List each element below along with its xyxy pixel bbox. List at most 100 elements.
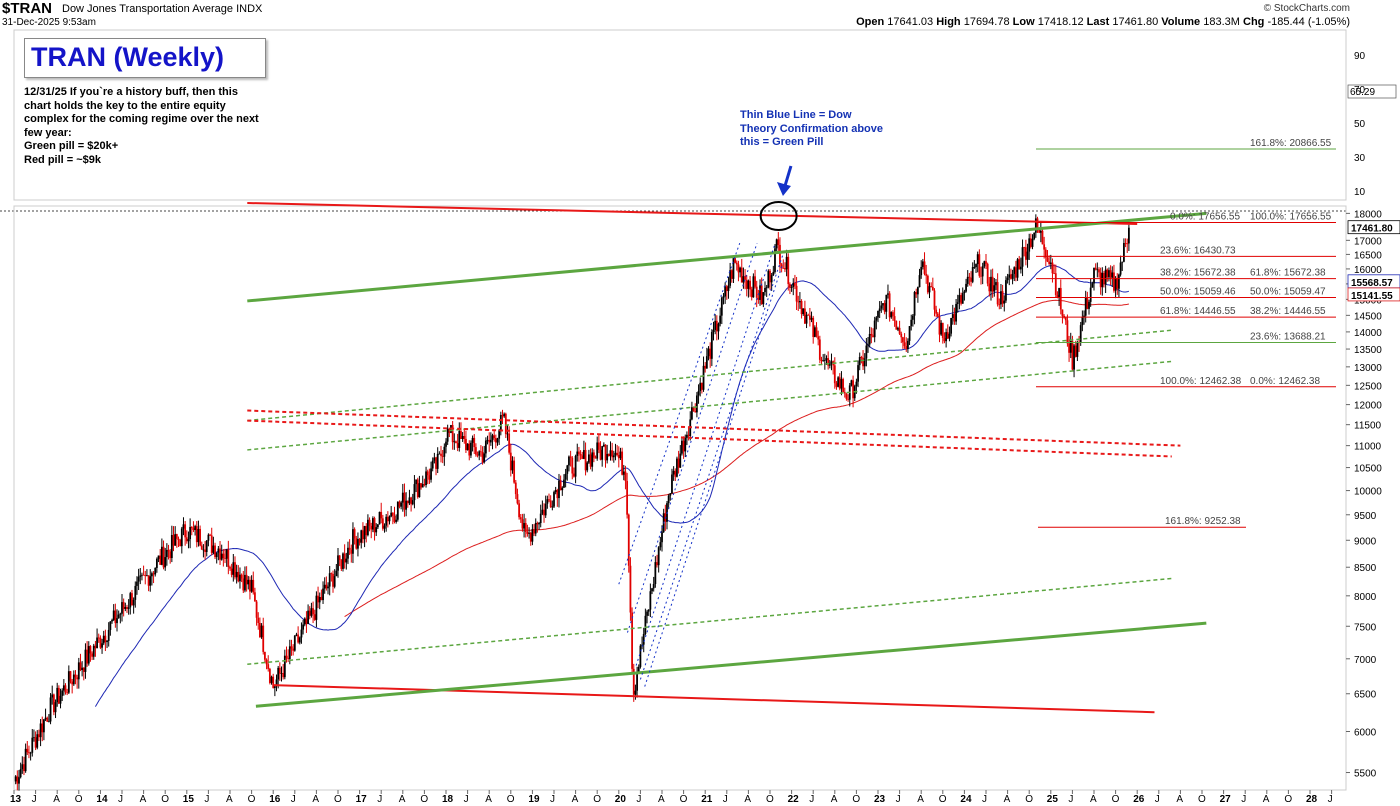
candle-body [136, 581, 138, 586]
candle-body [621, 451, 624, 475]
candle-body [709, 348, 712, 359]
candle-body [1114, 277, 1117, 291]
candle-body [327, 586, 329, 589]
y-tick-label: 14000 [1354, 328, 1382, 339]
candle-body [581, 455, 584, 459]
candle-body [252, 579, 255, 593]
candle-body [805, 314, 808, 324]
candle-body [890, 312, 893, 318]
candle-body [195, 526, 198, 543]
candle-body [1081, 317, 1084, 326]
candle-body [229, 567, 231, 569]
candle-body [411, 500, 414, 505]
candle-body [204, 549, 206, 552]
y-tick-label: 5500 [1354, 769, 1377, 780]
candle-body [762, 292, 765, 305]
candle-body [946, 332, 949, 339]
candle-body [415, 479, 417, 485]
candle-body [215, 552, 218, 558]
candle-body [752, 276, 755, 298]
candle-body [597, 442, 600, 450]
candle-body [900, 333, 903, 338]
candle-body [840, 379, 843, 389]
rsi-tick-label: 10 [1354, 187, 1366, 198]
x-tick-label: A [399, 794, 406, 805]
candle-body [1028, 238, 1031, 252]
candle-body [684, 437, 687, 452]
candle-body [536, 522, 539, 525]
candle-body [764, 287, 766, 293]
candle-body [38, 734, 40, 738]
candle-body [144, 575, 147, 577]
candle-body [347, 547, 349, 559]
candle-body [433, 457, 436, 461]
candle-body [308, 610, 311, 616]
annotation-line: this = Green Pill [740, 136, 824, 148]
candle-body [378, 511, 381, 525]
candle-body [877, 311, 879, 318]
candle-body [189, 526, 192, 540]
candle-body [1093, 267, 1095, 284]
x-tick-label: 13 [10, 794, 22, 805]
ma-200-value-label: 15141.55 [1351, 291, 1393, 302]
candle-body [975, 264, 977, 268]
candle-body [157, 555, 160, 559]
candle-body [742, 276, 745, 283]
candle-body [928, 286, 931, 293]
candle-body [1061, 309, 1064, 317]
candle-body [368, 519, 371, 526]
x-tick-label: O [766, 794, 774, 805]
candle-body [958, 295, 961, 303]
note-line: few year: [24, 126, 72, 139]
candle-body [519, 517, 522, 520]
candle-body [332, 573, 334, 587]
candle-body [410, 497, 413, 505]
candle-body [1089, 287, 1092, 302]
candle-body [578, 451, 580, 455]
candle-body [697, 391, 700, 396]
candle-body [516, 494, 519, 504]
candle-body [257, 617, 260, 624]
candle-body [425, 471, 427, 486]
candle-body [1018, 259, 1021, 270]
candle-body [1109, 270, 1112, 278]
candle-body [165, 549, 168, 558]
candle-body [69, 671, 72, 682]
x-tick-label: J [1068, 794, 1073, 805]
candle-body [548, 499, 550, 501]
candle-body [905, 346, 908, 349]
candle-body [544, 503, 547, 516]
candle-body [263, 651, 266, 660]
candle-body [895, 320, 898, 330]
candle-body [538, 523, 540, 525]
candle-body [717, 323, 720, 332]
candle-body [1058, 288, 1061, 298]
candle-body [126, 606, 128, 609]
candle-body [185, 537, 188, 542]
candle-body [779, 244, 781, 265]
candle-body [486, 439, 489, 441]
y-tick-label: 10500 [1354, 464, 1382, 475]
y-tick-label: 16500 [1354, 250, 1382, 261]
candle-body [770, 275, 773, 283]
candle-body [797, 301, 800, 303]
candle-body [114, 610, 117, 624]
candle-body [468, 443, 471, 456]
rsi-value-label: 65.29 [1350, 87, 1375, 98]
x-tick-label: A [485, 794, 492, 805]
candle-body [484, 440, 487, 454]
candle-body [870, 333, 873, 336]
candle-body [1121, 261, 1124, 263]
candle-body [82, 667, 85, 672]
candle-body [405, 500, 408, 510]
candle-body [350, 549, 353, 554]
candle-body [607, 453, 610, 457]
candle-body [348, 547, 351, 550]
candle-body [219, 548, 221, 560]
candle-body [494, 438, 497, 443]
candle-body [190, 526, 193, 529]
rsi-tick-label: 70 [1354, 85, 1366, 96]
candle-body [948, 333, 951, 339]
candle-body [1088, 301, 1090, 309]
x-tick-label: 15 [183, 794, 195, 805]
